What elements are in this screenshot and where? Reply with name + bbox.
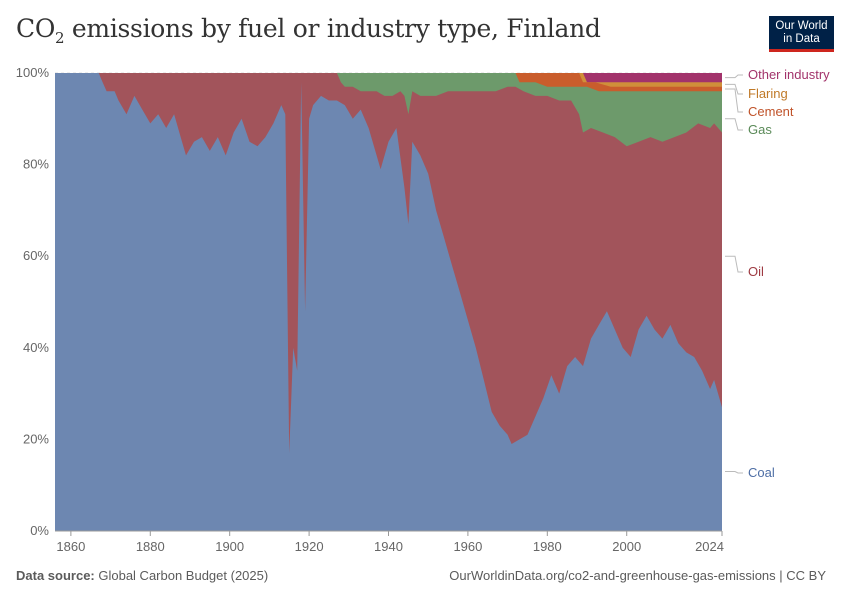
- x-tick-label: 1980: [533, 539, 562, 554]
- legend-label-other-industry[interactable]: Other industry: [748, 67, 830, 82]
- area-series: [55, 73, 722, 531]
- legend-connector: [725, 471, 743, 474]
- data-source: Data source: Global Carbon Budget (2025): [16, 568, 268, 583]
- logo-line-1: Our World: [775, 20, 828, 32]
- y-tick-label: 80%: [23, 157, 49, 172]
- owid-logo[interactable]: Our World in Data: [769, 16, 834, 52]
- legend-connector: [725, 118, 743, 131]
- y-tick-label: 20%: [23, 431, 49, 446]
- legend: Other industry Flaring Cement Gas Oil Coal: [725, 67, 830, 480]
- legend-label-gas[interactable]: Gas: [748, 122, 772, 137]
- x-tick-label: 1860: [56, 539, 85, 554]
- x-tick-label: 1960: [453, 539, 482, 554]
- y-tick-label: 40%: [23, 340, 49, 355]
- data-source-label: Data source:: [16, 568, 95, 583]
- title-text-rest: emissions by fuel or industry type, Finl…: [64, 14, 601, 43]
- legend-label-oil[interactable]: Oil: [748, 264, 764, 279]
- axes: 0% 20% 40% 60% 80% 100% 1860 1880 1900 1920 1940 19…: [16, 65, 724, 554]
- title-text: CO: [16, 14, 56, 43]
- y-tick-label: 60%: [23, 248, 49, 263]
- logo-line-2: in Data: [783, 33, 820, 45]
- x-tick-label: 1940: [374, 539, 403, 554]
- x-tick-label: 2024: [695, 539, 724, 554]
- source-url[interactable]: OurWorldinData.org/co2-and-greenhouse-ga…: [449, 568, 826, 583]
- area-coal[interactable]: [55, 73, 722, 531]
- x-tick-label: 1900: [215, 539, 244, 554]
- legend-connector: [725, 83, 743, 95]
- y-tick-label: 100%: [16, 65, 50, 80]
- x-tick-label: 2000: [612, 539, 641, 554]
- legend-label-flaring[interactable]: Flaring: [748, 86, 788, 101]
- x-tick-label: 1880: [136, 539, 165, 554]
- source-url-text[interactable]: OurWorldinData.org/co2-and-greenhouse-ga…: [449, 568, 826, 583]
- data-source-value: Global Carbon Budget (2025): [94, 568, 269, 583]
- x-tick-label: 1920: [295, 539, 324, 554]
- y-tick-label: 0%: [30, 523, 49, 538]
- title-subscript: 2: [55, 29, 65, 47]
- legend-connector: [725, 88, 743, 113]
- legend-connector: [725, 255, 743, 273]
- legend-label-cement[interactable]: Cement: [748, 104, 794, 119]
- legend-label-coal[interactable]: Coal: [748, 465, 775, 480]
- chart-title: CO2 emissions by fuel or industry type, …: [16, 14, 601, 47]
- legend-connector: [725, 74, 743, 79]
